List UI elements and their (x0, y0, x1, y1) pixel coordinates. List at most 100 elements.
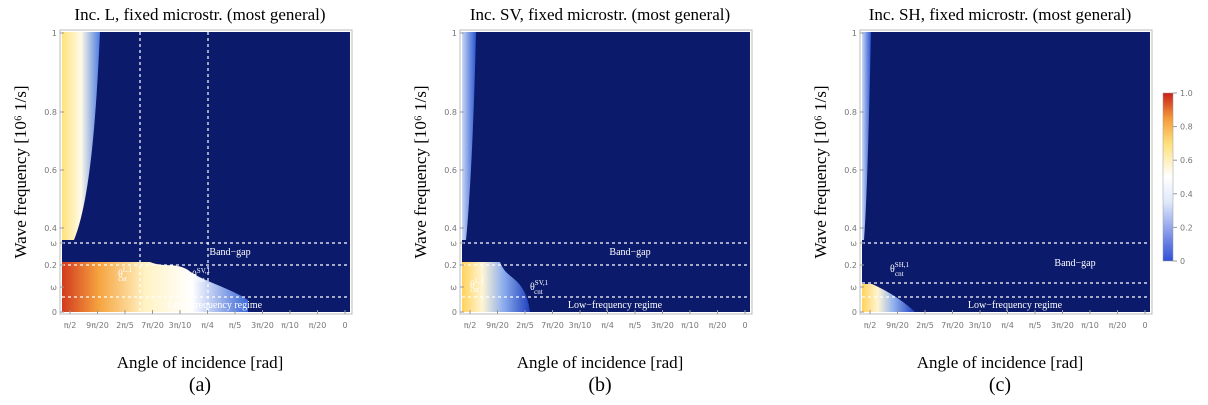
y-tick-label: 0.8 (844, 108, 857, 117)
x-tick-label: 0 (342, 321, 347, 330)
angle-sup: L,1 (123, 266, 133, 274)
y-axis-label: Wave frequency [10⁶ 1/s] (11, 85, 30, 258)
angle-symbol: θ (470, 280, 475, 291)
angle-label: θSH,1 cnt (890, 261, 909, 278)
x-tick-label: π/2 (864, 321, 877, 330)
angle-sub: cnt (470, 286, 479, 294)
panel: Inc. L, fixed microstr. (most general) Ba… (11, 5, 353, 396)
x-tick-label: π/10 (1081, 321, 1099, 330)
panel: Inc. SH, fixed microstr. (most general) B… (811, 5, 1153, 396)
y-tick-label: ω (850, 283, 857, 292)
y-tick-label: ω (450, 283, 457, 292)
y-tick-label: 0.4 (444, 224, 457, 233)
x-tick-label: π/5 (229, 321, 242, 330)
x-tick-label: 7π/20 (941, 321, 964, 330)
colorbar: 0 0.2 0.4 0.6 0.8 1.0 (1162, 89, 1193, 266)
colorbar-tick-label: 0.2 (1180, 223, 1193, 232)
density-region (862, 32, 871, 240)
density-region (62, 32, 100, 240)
x-tick-label: π/10 (281, 321, 299, 330)
band-gap-label: Band−gap (1054, 258, 1095, 269)
angle-sub: cnt (196, 276, 205, 284)
low-frequency-label: Low−frequency regime (968, 300, 1063, 311)
y-tick-label: ω (50, 283, 57, 292)
y-tick-label: 0.2 (844, 261, 857, 270)
colorbar-tick-label: 0 (1180, 257, 1185, 266)
y-tick-label: ω (50, 239, 57, 248)
x-tick-label: 9π/20 (486, 321, 509, 330)
y-tick-label: 0.6 (844, 166, 857, 175)
density-region (862, 284, 915, 312)
angle-sub: cnt (118, 275, 127, 283)
angle-symbol: θ (890, 264, 895, 275)
angle-label: θL,1 cnt (470, 277, 485, 294)
angle-label: θSV,1 cnt (192, 267, 211, 284)
colorbar-tick-label: 0.6 (1180, 156, 1193, 165)
colorbar-tick-label: 1.0 (1180, 89, 1193, 98)
y-tick-label: 0.4 (844, 224, 857, 233)
x-tick-label: 7π/20 (141, 321, 164, 330)
angle-label: θL,1 cnt (118, 266, 133, 283)
plot-background (462, 32, 750, 312)
angle-sup: L,1 (475, 277, 485, 285)
panel: Inc. SV, fixed microstr. (most general) B… (411, 5, 921, 396)
x-tick-label: π/5 (629, 321, 642, 330)
x-tick-label: 3π/10 (169, 321, 192, 330)
plot-background (862, 32, 1150, 312)
y-tick-label: ω (850, 239, 857, 248)
colorbar-tick-label: 0.4 (1180, 190, 1193, 199)
x-tick-label: π/2 (64, 321, 77, 330)
x-tick-label: 0 (1142, 321, 1147, 330)
y-tick-label: 1 (52, 29, 57, 38)
x-tick-label: π/10 (681, 321, 699, 330)
x-tick-label: 3π/10 (969, 321, 992, 330)
x-tick-label: π/5 (1029, 321, 1042, 330)
panel-caption: (a) (189, 374, 211, 396)
x-tick-label: π/4 (201, 321, 214, 330)
x-tick-label: 3π/20 (1051, 321, 1074, 330)
band-gap-label: Band−gap (209, 247, 250, 258)
x-tick-label: 2π/5 (916, 321, 934, 330)
x-tick-label: π/20 (709, 321, 727, 330)
x-tick-label: 3π/20 (651, 321, 674, 330)
x-axis-label: Angle of incidence [rad] (117, 353, 284, 372)
y-tick-label: 0 (52, 308, 57, 317)
x-tick-label: 7π/20 (541, 321, 564, 330)
panel-caption: (b) (588, 374, 611, 396)
band-gap-label: Band−gap (609, 247, 650, 258)
x-tick-label: π/20 (309, 321, 327, 330)
panel-caption: (c) (989, 374, 1011, 396)
density-region (462, 262, 530, 312)
x-tick-label: 3π/20 (251, 321, 274, 330)
panel-title: Inc. SH, fixed microstr. (most general) (869, 5, 1132, 24)
x-tick-label: 3π/10 (569, 321, 592, 330)
x-tick-label: 2π/5 (516, 321, 534, 330)
y-tick-label: 0 (452, 308, 457, 317)
x-tick-label: π/4 (1001, 321, 1014, 330)
angle-sup: SV,1 (535, 279, 549, 287)
angle-label: θSV,1 cnt (530, 279, 549, 296)
y-tick-label: 0.8 (44, 108, 57, 117)
density-region (462, 32, 476, 240)
y-tick-label: 0.2 (444, 261, 457, 270)
x-axis-label: Angle of incidence [rad] (917, 353, 1084, 372)
y-axis-label: Wave frequency [10⁶ 1/s] (811, 85, 830, 258)
y-tick-label: 0.4 (44, 224, 57, 233)
y-tick-label: 0.8 (444, 108, 457, 117)
low-frequency-label: Low−frequency regime (168, 300, 263, 311)
y-tick-label: 0 (852, 308, 857, 317)
y-tick-label: 1 (452, 29, 457, 38)
angle-sub: cnt (534, 288, 543, 296)
x-tick-label: 9π/20 (86, 321, 109, 330)
panel-title: Inc. L, fixed microstr. (most general) (74, 5, 325, 24)
x-tick-label: 0 (742, 321, 747, 330)
x-tick-label: π/20 (1109, 321, 1127, 330)
y-tick-label: 0.2 (44, 261, 57, 270)
density-region (62, 262, 248, 312)
y-tick-label: 1 (852, 29, 857, 38)
panel-title: Inc. SV, fixed microstr. (most general) (470, 5, 730, 24)
y-tick-label: 0.6 (444, 166, 457, 175)
colorbar-gradient (1162, 92, 1174, 262)
x-tick-label: 2π/5 (116, 321, 134, 330)
